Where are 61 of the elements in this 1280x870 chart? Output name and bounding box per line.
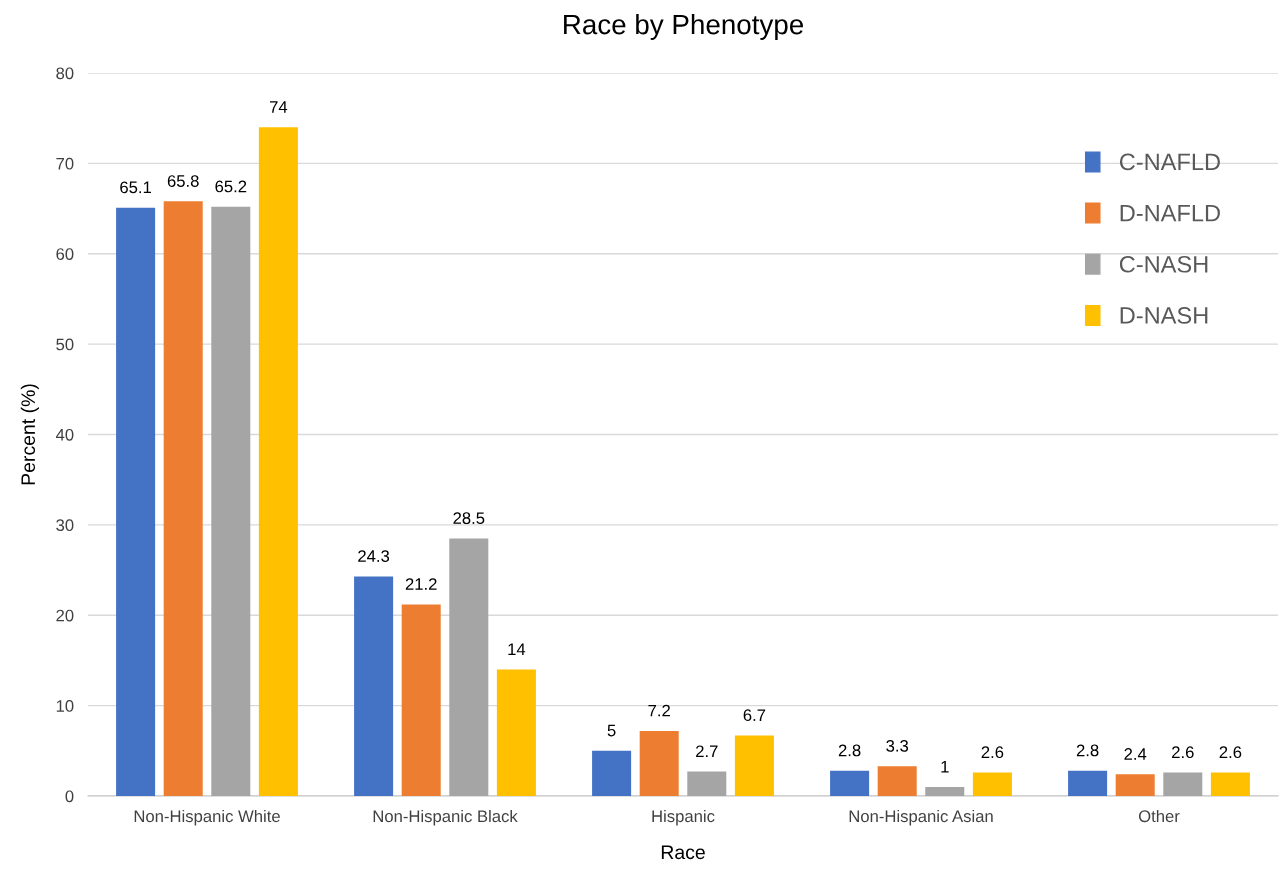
bar — [830, 770, 870, 796]
bar — [1115, 774, 1155, 796]
x-tick-label: Non-Hispanic Black — [373, 809, 518, 826]
y-tick-label: 20 — [56, 609, 74, 622]
data-label: 74 — [269, 101, 288, 113]
bar — [116, 207, 156, 796]
y-tick-label: 60 — [56, 248, 74, 260]
data-label: 28.5 — [453, 512, 485, 525]
y-tick-label: 50 — [56, 338, 74, 351]
y-tick-label: 40 — [55, 428, 74, 441]
x-tick-label: Non-Hispanic Asian — [849, 809, 993, 826]
y-tick-label: 80 — [56, 67, 74, 80]
bar — [449, 538, 489, 796]
data-label: 1 — [941, 760, 949, 773]
chart-title: Race by Phenotype — [564, 13, 803, 40]
data-label: 2.4 — [1124, 748, 1147, 760]
y-tick-label: 70 — [56, 157, 74, 170]
bar — [687, 771, 727, 796]
data-label: 24.3 — [358, 550, 390, 562]
bar — [496, 669, 536, 796]
data-label: 7.2 — [648, 704, 670, 717]
x-tick-label: Hispanic — [652, 809, 715, 826]
data-label: 6.7 — [743, 709, 766, 722]
data-label: 65.2 — [215, 180, 247, 193]
x-axis-title: Race — [661, 845, 705, 860]
data-label: 3.3 — [886, 739, 909, 752]
data-label: 2.6 — [981, 746, 1004, 759]
bar — [925, 786, 965, 796]
legend-label: D-NASH — [1120, 307, 1208, 324]
bar — [639, 730, 679, 796]
bar — [1068, 770, 1108, 796]
bar — [1163, 772, 1203, 796]
y-tick-label: 10 — [56, 700, 74, 712]
data-label: 65.1 — [120, 181, 152, 194]
bar — [211, 206, 251, 796]
x-tick-label: Other — [1138, 809, 1180, 823]
y-tick-label: 30 — [56, 519, 74, 532]
bar — [734, 735, 774, 796]
data-label: 65.8 — [167, 175, 199, 187]
bar — [1210, 772, 1250, 796]
bar — [592, 750, 632, 796]
bar — [354, 576, 394, 796]
data-label: 5 — [607, 724, 616, 737]
bar — [401, 604, 441, 796]
data-label: 2.6 — [1172, 746, 1194, 759]
bar — [877, 766, 917, 796]
legend-label: D-NAFLD — [1120, 204, 1220, 222]
legend-label: C-NASH — [1119, 255, 1208, 273]
data-label: 2.6 — [1219, 746, 1242, 759]
bar — [163, 201, 203, 796]
y-tick-label: 0 — [65, 790, 74, 803]
data-label: 2.8 — [838, 744, 861, 757]
y-axis-title: Percent (%) — [20, 384, 39, 485]
bar — [972, 772, 1012, 796]
data-label: 2.7 — [696, 745, 718, 758]
data-label: 14 — [508, 643, 526, 655]
legend-label: C-NAFLD — [1119, 153, 1220, 171]
data-label: 21.2 — [405, 578, 437, 590]
x-tick-label: Non-Hispanic White — [134, 809, 280, 826]
bar — [258, 127, 298, 796]
data-label: 2.8 — [1076, 744, 1099, 757]
